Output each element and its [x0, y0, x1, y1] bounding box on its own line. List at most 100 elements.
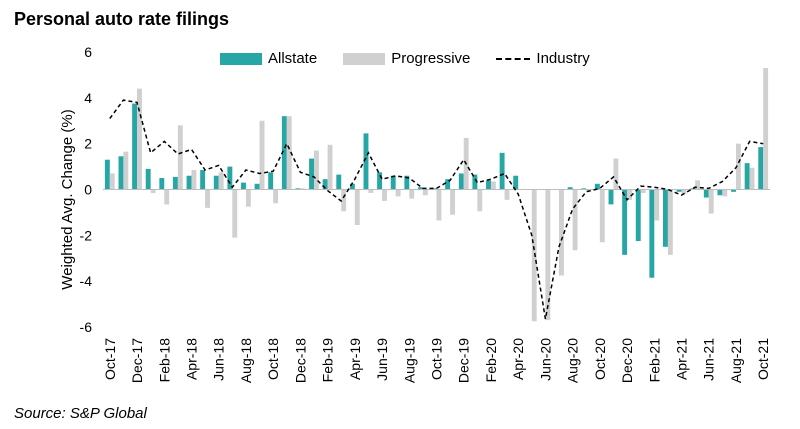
- bar-progressive: [286, 116, 292, 190]
- bar-allstate: [622, 189, 628, 255]
- bar-allstate: [472, 174, 478, 190]
- bar-progressive: [273, 189, 279, 204]
- x-tick-label: Aug-20: [565, 338, 581, 383]
- x-tick-label: Apr-21: [674, 338, 690, 380]
- bar-allstate: [145, 168, 151, 190]
- legend-label-allstate: Allstate: [268, 50, 318, 67]
- source-note: Source: S&P Global: [14, 405, 147, 422]
- y-axis-label: Weighted Avg. Change (%): [59, 109, 76, 289]
- bar-progressive: [259, 120, 265, 190]
- bar-progressive: [422, 189, 428, 196]
- legend-swatch-industry: [496, 57, 531, 60]
- bar-progressive: [341, 189, 347, 212]
- legend-label-industry: Industry: [536, 50, 590, 67]
- bar-progressive: [749, 167, 755, 190]
- bar-progressive: [164, 189, 170, 205]
- bar-allstate: [499, 152, 505, 190]
- x-tick-label: Dec-17: [129, 338, 145, 383]
- bar-progressive: [109, 173, 115, 190]
- bar-allstate: [635, 189, 641, 242]
- bar-progressive: [205, 189, 210, 208]
- legend-item-industry: Industry: [496, 50, 590, 67]
- bar-allstate: [417, 187, 423, 190]
- x-tick-label: Feb-20: [483, 338, 499, 383]
- y-tick-label: 0: [84, 182, 92, 198]
- bar-allstate: [159, 178, 165, 190]
- x-tick-label: Oct-20: [592, 338, 608, 380]
- bar-progressive: [137, 88, 142, 190]
- bar-progressive: [409, 189, 415, 199]
- bar-allstate: [241, 182, 246, 190]
- bar-allstate: [445, 179, 451, 190]
- legend-swatch-progressive: [343, 52, 386, 65]
- bar-allstate: [281, 116, 287, 190]
- bar-progressive: [695, 180, 701, 190]
- bar-progressive: [545, 189, 551, 321]
- bar-allstate: [703, 189, 709, 198]
- bar-allstate: [690, 188, 696, 190]
- bar-progressive: [395, 189, 401, 197]
- bar-progressive: [300, 188, 306, 190]
- line-industry: [109, 99, 764, 320]
- bar-allstate: [254, 183, 260, 190]
- x-tick-label: Oct-18: [265, 338, 281, 380]
- x-tick-label: Jun-18: [211, 338, 227, 381]
- bar-progressive: [368, 189, 374, 193]
- bar-progressive: [599, 189, 605, 243]
- bar-progressive: [354, 189, 360, 226]
- y-tick-label: 4: [84, 90, 92, 106]
- bar-allstate: [349, 183, 355, 190]
- bar-allstate: [717, 189, 723, 196]
- bar-allstate: [731, 189, 736, 192]
- bar-progressive: [150, 189, 156, 193]
- bar-allstate: [486, 180, 491, 190]
- x-tick-label: Aug-18: [238, 338, 254, 383]
- bar-progressive: [450, 189, 456, 215]
- x-tick-label: Oct-19: [429, 338, 445, 380]
- x-tick-label: Jun-19: [374, 338, 390, 381]
- y-tick-label: -6: [80, 319, 93, 335]
- bar-progressive: [627, 189, 632, 200]
- x-tick-label: Apr-20: [510, 338, 526, 380]
- bar-allstate: [390, 175, 396, 190]
- bar-progressive: [477, 189, 483, 212]
- bar-allstate: [309, 158, 314, 190]
- bar-allstate: [744, 163, 750, 190]
- bar-progressive: [218, 172, 224, 190]
- bar-progressive: [572, 189, 578, 251]
- x-tick-label: Feb-21: [646, 338, 662, 383]
- bar-allstate: [172, 176, 178, 190]
- x-tick-label: Feb-19: [320, 338, 336, 383]
- x-tick-label: Oct-17: [102, 338, 118, 380]
- x-tick-label: Aug-21: [728, 338, 744, 383]
- x-tick-label: Jun-20: [537, 338, 553, 381]
- bar-allstate: [404, 175, 410, 190]
- chart-legend: Allstate Progressive Industry: [220, 50, 616, 67]
- y-tick-label: 2: [84, 136, 92, 152]
- y-tick-label: -4: [80, 273, 93, 289]
- legend-item-progressive: Progressive: [343, 50, 470, 67]
- x-tick-label: Dec-20: [619, 338, 635, 383]
- y-tick-label: 6: [84, 44, 92, 60]
- bar-allstate: [186, 175, 192, 190]
- chart-title: Personal auto rate filings: [14, 9, 230, 29]
- bar-allstate: [322, 179, 328, 190]
- bar-progressive: [559, 189, 564, 276]
- x-tick-label: Feb-18: [156, 338, 172, 383]
- bar-progressive: [327, 144, 333, 190]
- bar-progressive: [436, 189, 442, 221]
- bar-progressive: [640, 189, 646, 193]
- bar-allstate: [581, 188, 587, 190]
- x-tick-label: Apr-19: [347, 338, 363, 380]
- bar-allstate: [758, 147, 764, 190]
- bar-allstate: [649, 189, 655, 278]
- bar-progressive: [232, 189, 238, 238]
- legend-label-progressive: Progressive: [391, 50, 471, 67]
- bar-allstate: [118, 156, 124, 190]
- x-tick-label: Aug-19: [401, 338, 417, 383]
- legend-swatch-allstate: [220, 52, 262, 65]
- bar-allstate: [213, 175, 219, 190]
- bar-progressive: [613, 158, 619, 190]
- bar-progressive: [722, 189, 728, 197]
